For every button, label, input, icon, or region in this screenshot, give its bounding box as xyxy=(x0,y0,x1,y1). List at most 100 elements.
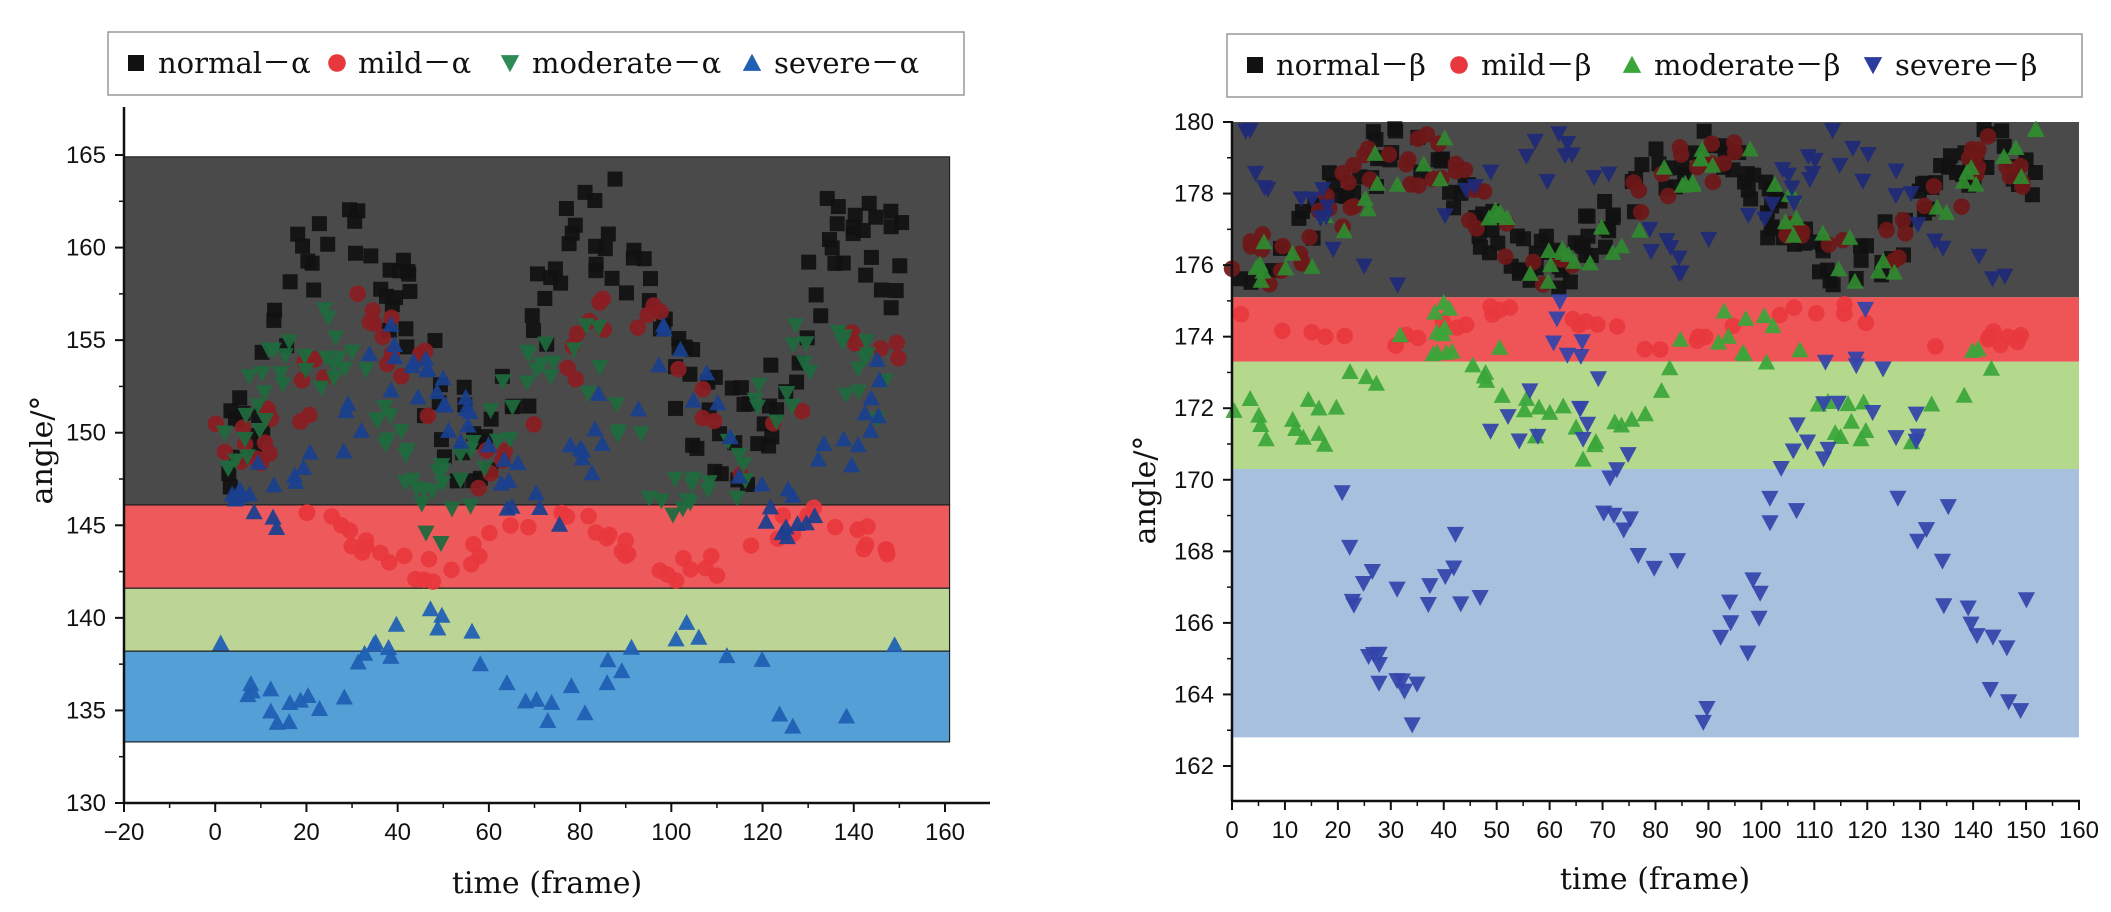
point-triangle-up xyxy=(684,391,703,408)
point-triangle-up xyxy=(1995,147,2013,164)
point-square xyxy=(1562,274,1578,290)
point-triangle-up xyxy=(509,454,527,471)
point-triangle-up xyxy=(1661,359,1679,376)
point-triangle-up xyxy=(1958,163,1976,180)
point-triangle-down xyxy=(1259,181,1277,198)
point-triangle-down xyxy=(1573,334,1591,351)
point-circle xyxy=(1925,178,1943,195)
point-triangle-up xyxy=(856,404,874,421)
point-triangle-up xyxy=(1567,418,1585,435)
point-circle xyxy=(629,319,647,336)
point-triangle-up xyxy=(1491,338,1509,355)
point-square xyxy=(707,369,723,385)
point-triangle-up xyxy=(1440,299,1458,316)
point-triangle-up xyxy=(436,396,455,413)
point-triangle-up xyxy=(1310,424,1328,441)
point-triangle-up xyxy=(1787,209,1805,226)
point-triangle-up xyxy=(815,435,833,451)
point-triangle-down xyxy=(1370,675,1388,692)
point-triangle-down xyxy=(1641,221,1659,238)
y-tick-label: 162 xyxy=(1174,753,1214,780)
point-triangle-up xyxy=(1303,257,1321,274)
legend-label: mild－α xyxy=(358,46,471,80)
point-triangle-down xyxy=(591,360,609,377)
band-severe xyxy=(1232,469,2079,738)
point-triangle-up xyxy=(654,316,673,333)
point-triangle-up xyxy=(294,458,313,475)
point-triangle-up xyxy=(498,674,516,691)
point-triangle-up xyxy=(243,682,261,699)
point-triangle-up xyxy=(451,432,470,449)
point-circle xyxy=(1992,336,2009,354)
point-triangle-up xyxy=(1250,406,1268,423)
point-triangle-up xyxy=(671,340,690,357)
legend-box xyxy=(107,31,965,96)
point-circle xyxy=(1274,237,1292,255)
point-triangle-up xyxy=(778,528,796,545)
point-square xyxy=(290,226,306,242)
point-triangle-down xyxy=(1548,311,1566,328)
point-triangle-down xyxy=(1798,434,1817,451)
point-triangle-down xyxy=(501,432,519,449)
point-circle xyxy=(1979,331,1997,348)
point-triangle-down xyxy=(369,412,387,429)
point-triangle-down xyxy=(797,336,815,353)
point-circle xyxy=(1564,310,1582,328)
point-triangle-up xyxy=(417,350,435,367)
point-triangle-up xyxy=(1357,368,1375,385)
point-square xyxy=(561,236,577,252)
point-square xyxy=(537,290,553,306)
point-square xyxy=(600,226,616,242)
point-triangle-down xyxy=(1902,186,1920,203)
point-triangle-down xyxy=(2017,592,2036,609)
x-tick-label: 80 xyxy=(567,819,594,846)
point-square xyxy=(350,203,366,219)
point-square xyxy=(1578,208,1594,224)
point-circle xyxy=(601,526,618,543)
point-circle xyxy=(1652,341,1669,358)
point-square xyxy=(736,396,752,412)
point-triangle-down xyxy=(1499,409,1517,426)
point-square xyxy=(863,249,879,265)
point-triangle-up xyxy=(1684,176,1702,192)
point-triangle-up xyxy=(382,315,400,332)
x-tick-label: 40 xyxy=(384,819,411,846)
point-triangle-up xyxy=(1923,395,1941,412)
point-triangle-up xyxy=(1755,307,1773,324)
point-triangle-up xyxy=(886,636,904,653)
point-triangle-down xyxy=(1739,645,1757,662)
point-triangle-down xyxy=(1558,135,1577,152)
point-triangle-up xyxy=(1480,209,1498,226)
point-triangle-down xyxy=(1457,182,1475,199)
x-tick-label: 100 xyxy=(651,819,691,846)
point-circle xyxy=(520,518,537,536)
point-square xyxy=(1743,191,1759,207)
point-triangle-up xyxy=(527,484,545,501)
point-triangle-down xyxy=(1538,174,1556,191)
point-triangle-down xyxy=(1739,207,1758,224)
point-triangle-down xyxy=(1668,553,1687,570)
point-circle xyxy=(2001,168,2019,185)
point-circle xyxy=(234,419,252,436)
point-triangle-down xyxy=(1292,191,1310,208)
point-triangle-down xyxy=(577,318,595,335)
point-square xyxy=(1763,220,1779,236)
point-triangle-up xyxy=(285,466,304,483)
point-triangle-up xyxy=(1869,262,1887,279)
point-triangle-down xyxy=(434,476,452,493)
point-triangle-up xyxy=(1554,397,1572,414)
point-circle xyxy=(1696,328,1714,346)
point-triangle-down xyxy=(1551,294,1569,311)
point-triangle-down xyxy=(1784,443,1802,460)
point-square xyxy=(626,242,642,258)
point-triangle-up xyxy=(1316,435,1334,452)
point-triangle-down xyxy=(315,302,334,319)
point-circle xyxy=(1725,134,1743,151)
point-triangle-up xyxy=(1241,389,1259,406)
point-triangle-up xyxy=(868,350,886,367)
point-triangle-down xyxy=(1471,589,1489,606)
point-triangle-down xyxy=(748,399,767,416)
y-tick-label: 165 xyxy=(66,142,106,169)
point-triangle-up xyxy=(434,369,452,386)
point-square xyxy=(2027,165,2043,181)
